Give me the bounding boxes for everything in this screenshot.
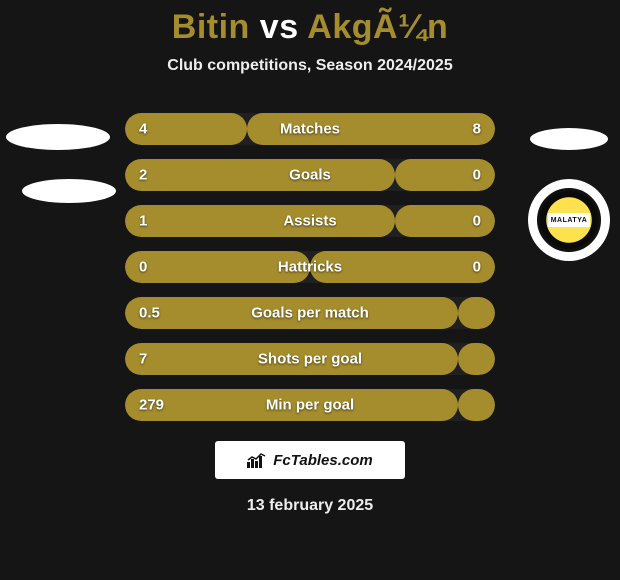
right-decor-ellipse-1 xyxy=(530,128,608,150)
stat-row: 2 0 Goals xyxy=(125,159,495,191)
stat-value-left: 7 xyxy=(139,351,147,368)
logo-band-text: MALATYA xyxy=(548,213,590,227)
player1-name: Bitin xyxy=(172,8,250,46)
stat-label: Min per goal xyxy=(266,397,354,414)
stat-value-left: 0 xyxy=(139,259,147,276)
stat-row: 0 0 Hattricks xyxy=(125,251,495,283)
stat-label: Assists xyxy=(283,213,336,230)
stat-fill-left xyxy=(125,205,395,237)
right-team-logo: MALATYA xyxy=(528,179,610,261)
stat-value-left: 4 xyxy=(139,121,147,138)
stat-row: 279 Min per goal xyxy=(125,389,495,421)
left-decor-ellipse-1 xyxy=(6,124,110,150)
stat-value-left: 0.5 xyxy=(139,305,160,322)
brand-link[interactable]: FcTables.com xyxy=(215,441,405,479)
footer-date: 13 february 2025 xyxy=(0,497,620,515)
stat-value-left: 279 xyxy=(139,397,164,414)
stat-value-left: 2 xyxy=(139,167,147,184)
stat-label: Matches xyxy=(280,121,340,138)
stat-label: Shots per goal xyxy=(258,351,362,368)
page-title: Bitin vs AkgÃ¼n xyxy=(0,0,620,47)
stat-fill-right xyxy=(458,297,495,329)
stat-value-left: 1 xyxy=(139,213,147,230)
stat-label: Goals xyxy=(289,167,331,184)
stat-row: 4 8 Matches xyxy=(125,113,495,145)
stat-label: Goals per match xyxy=(251,305,369,322)
logo-inner: MALATYA xyxy=(537,188,601,252)
stat-row: 1 0 Assists xyxy=(125,205,495,237)
stat-fill-left xyxy=(125,159,395,191)
chart-icon xyxy=(247,452,267,468)
stat-row: 7 Shots per goal xyxy=(125,343,495,375)
stat-row: 0.5 Goals per match xyxy=(125,297,495,329)
subtitle: Club competitions, Season 2024/2025 xyxy=(0,57,620,75)
stat-fill-right xyxy=(458,343,495,375)
brand-text: FcTables.com xyxy=(273,452,372,469)
player2-name: AkgÃ¼n xyxy=(307,8,448,46)
stat-value-right: 0 xyxy=(473,213,481,230)
stat-value-right: 8 xyxy=(473,121,481,138)
stats-list: 4 8 Matches 2 0 Goals 1 0 Assists 0 0 Hattricks 0.5 G… xyxy=(125,113,495,421)
stat-value-right: 0 xyxy=(473,167,481,184)
stat-label: Hattricks xyxy=(278,259,342,276)
stat-fill-right xyxy=(458,389,495,421)
left-decor-ellipse-2 xyxy=(22,179,116,203)
vs-label: vs xyxy=(260,8,299,46)
stat-value-right: 0 xyxy=(473,259,481,276)
